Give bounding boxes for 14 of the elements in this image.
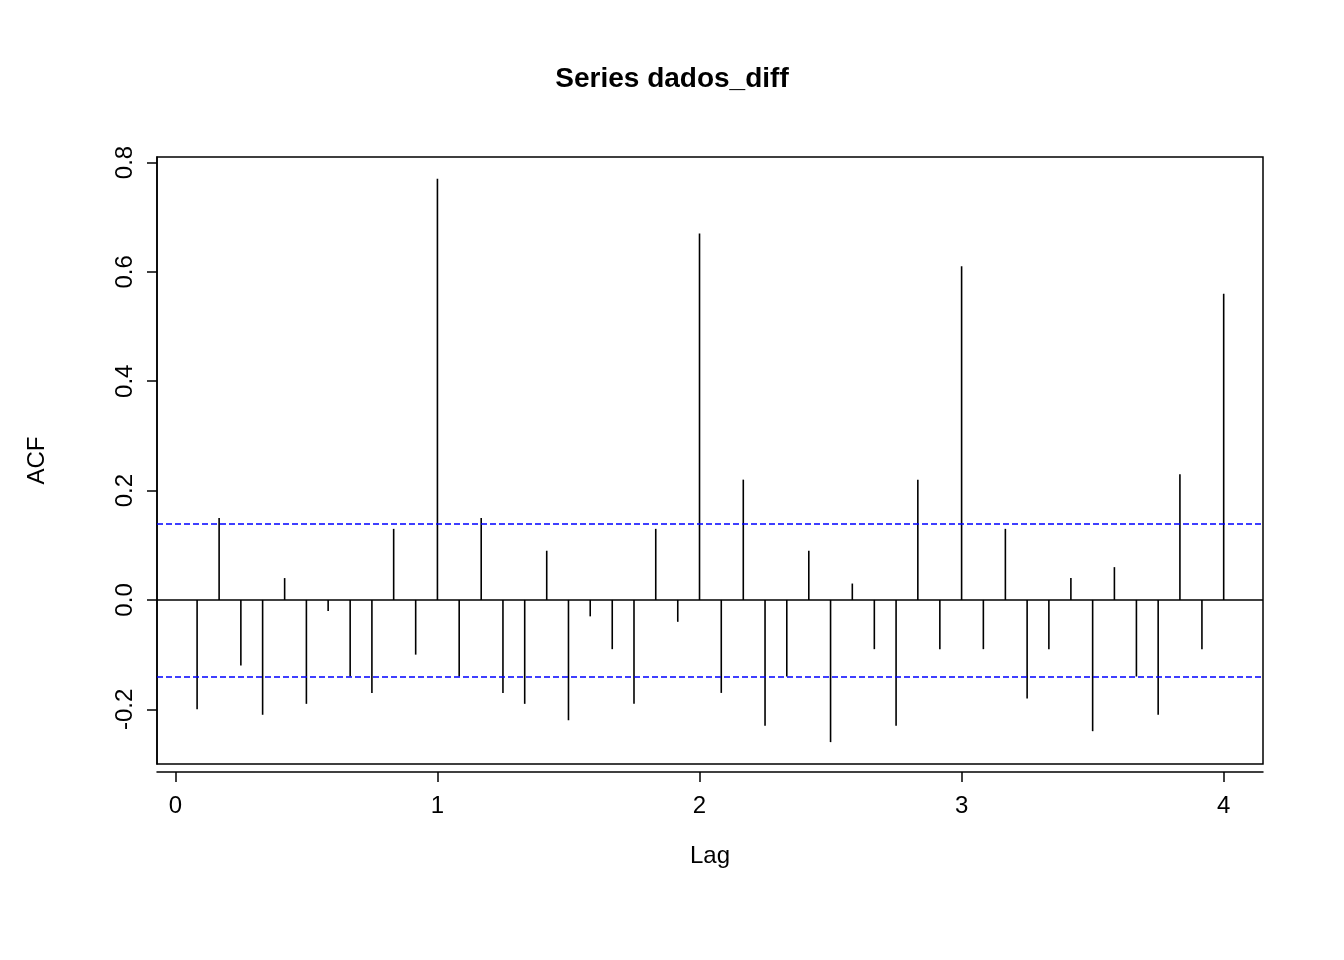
y-axis-title: ACF — [21, 436, 49, 485]
x-tick-label: 2 — [692, 790, 707, 818]
chart-title: Series dados_diff — [555, 61, 790, 93]
y-tick-label: 0.4 — [109, 364, 137, 398]
y-tick-label: 0.8 — [109, 145, 137, 180]
x-tick-label: 0 — [168, 790, 183, 818]
x-tick-label: 1 — [430, 790, 445, 818]
y-tick-label: 0.0 — [109, 583, 137, 617]
x-tick-label: 3 — [954, 790, 969, 818]
y-tick-label: -0.2 — [109, 688, 137, 730]
y-tick-label: 0.2 — [109, 473, 137, 508]
y-tick-label: 0.6 — [109, 255, 137, 289]
x-axis-title: Lag — [689, 840, 731, 868]
x-tick-label: 4 — [1217, 790, 1231, 818]
